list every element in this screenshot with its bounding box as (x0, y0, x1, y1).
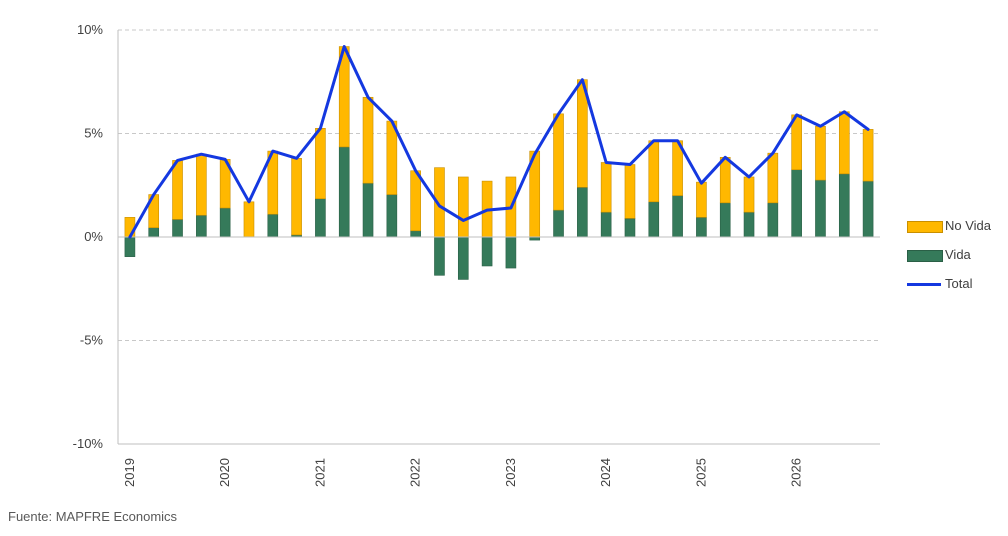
bar-no-vida (410, 170, 421, 232)
legend-label-no-vida: No Vida (945, 218, 992, 233)
bar-no-vida (315, 128, 326, 200)
bar-vida (386, 194, 398, 238)
bar-no-vida (838, 111, 850, 175)
y-tick-label: 0% (84, 229, 103, 244)
bar-vida (338, 146, 350, 238)
bar-vida (577, 187, 588, 238)
legend-label-total: Total (945, 276, 973, 291)
x-tick-label: 2019 (122, 458, 137, 487)
bar-no-vida (719, 157, 731, 204)
x-tick-label: 2026 (789, 458, 804, 487)
axes (117, 30, 880, 445)
legend-swatch-total (907, 283, 941, 286)
bar-no-vida (196, 153, 207, 216)
bar-vida (315, 198, 326, 238)
bar-no-vida (862, 129, 874, 182)
y-tick-label: -5% (80, 333, 104, 348)
bar-no-vida (648, 140, 660, 203)
total-line-group (128, 45, 870, 239)
bar-vida (624, 218, 636, 238)
bar-vida (815, 179, 826, 238)
bar-vida (648, 201, 660, 238)
y-tick-label: 10% (77, 22, 103, 37)
x-tick-label: 2024 (598, 458, 613, 487)
bar-no-vida (172, 160, 183, 220)
bar-no-vida (553, 113, 564, 211)
bar-no-vida (624, 164, 636, 219)
y-tick-label: 5% (84, 126, 103, 141)
legend-label-vida: Vida (945, 247, 971, 262)
source-note: Fuente: MAPFRE Economics (8, 509, 178, 524)
bar-no-vida (243, 201, 255, 238)
legend-swatch-vida (907, 250, 943, 262)
x-tick-label: 2020 (217, 458, 232, 487)
bar-vida (791, 169, 802, 238)
total-line (128, 45, 870, 239)
bar-vida (696, 217, 707, 238)
bar-no-vida (386, 120, 398, 195)
x-tick-label: 2025 (693, 458, 708, 487)
legend-swatch-no-vida (907, 221, 943, 233)
bar-no-vida (600, 162, 612, 213)
bar-vida (362, 182, 374, 238)
bar-vida (410, 230, 421, 238)
x-tick-label: 2021 (312, 458, 327, 487)
bars (124, 46, 874, 280)
bar-vida (172, 219, 183, 238)
bar-no-vida (696, 181, 707, 218)
bar-vida (767, 202, 779, 238)
bar-vida (672, 195, 683, 238)
bar-vida (553, 209, 564, 238)
x-axis-labels: 2019 2020 2021 2022 2023 2024 2025 2026 (122, 458, 804, 487)
bar-no-vida (743, 176, 755, 213)
bar-no-vida (815, 125, 826, 181)
bar-no-vida (457, 176, 469, 238)
bar-vida (862, 180, 874, 238)
bar-no-vida (362, 96, 374, 184)
bar-vida (457, 236, 469, 280)
bar-vida (505, 236, 517, 269)
bar-vida (600, 211, 612, 238)
y-axis-labels: 10% 5% 0% -5% -10% (73, 22, 104, 451)
bar-no-vida (291, 158, 302, 236)
bar-vida (481, 236, 493, 267)
bar-vida (148, 227, 160, 238)
bar-vida (719, 202, 731, 238)
bar-vida (124, 236, 136, 257)
x-tick-label: 2023 (503, 458, 518, 487)
y-tick-label: -10% (73, 436, 104, 451)
bar-vida (838, 173, 850, 238)
bar-vida (219, 207, 231, 238)
x-tick-label: 2022 (408, 458, 423, 487)
bar-vida (743, 211, 755, 238)
bar-vida (267, 213, 279, 238)
bar-vida (434, 236, 445, 276)
bar-vida (196, 214, 207, 238)
bar-no-vida (767, 152, 779, 204)
